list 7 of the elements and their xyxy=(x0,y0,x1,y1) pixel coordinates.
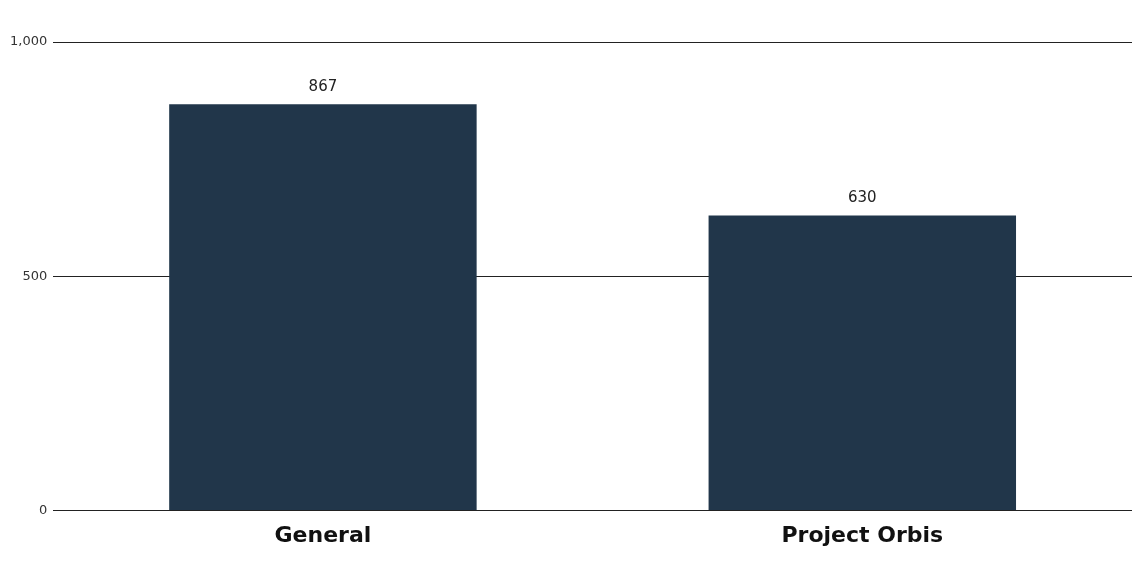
y-tick-label: 0 xyxy=(38,501,48,517)
y-tick-label: 1,000 xyxy=(10,33,48,49)
data-label: 630 xyxy=(847,187,877,206)
data-label: 867 xyxy=(308,76,338,95)
y-tick-label: 500 xyxy=(22,267,48,283)
x-tick-label: Project Orbis xyxy=(781,521,944,547)
x-tick-label: General xyxy=(274,521,372,547)
